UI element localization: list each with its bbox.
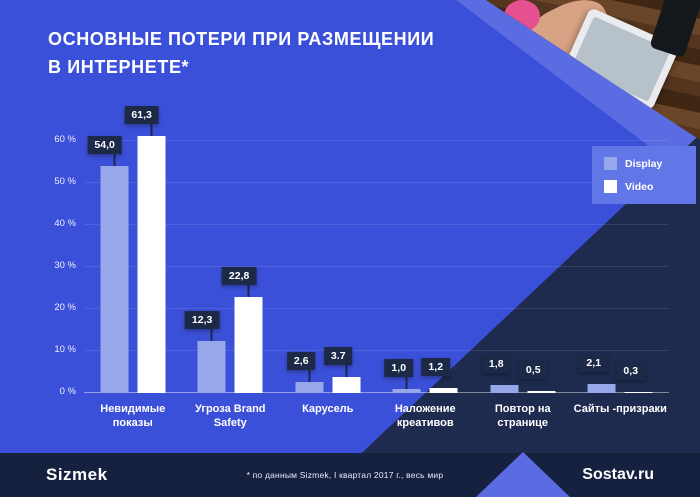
sostav-logo: Sostav.ru	[582, 466, 654, 483]
bar-group: 2,1 0,3 Сайты -призраки	[572, 90, 670, 415]
gridline-10	[84, 350, 669, 351]
source-note: * по данным Sizmek, I квартал 2017 г., в…	[246, 470, 444, 480]
legend-item-display: Display	[604, 157, 684, 170]
legend-label: Video	[625, 180, 654, 193]
bar-groups: 54,0 61,3 Невидимые показы 12,3 22,8 Угроза B…	[84, 90, 670, 429]
title-line-1: ОСНОВНЫЕ ПОТЕРИ ПРИ РАЗМЕЩЕНИИ	[48, 29, 435, 49]
value-flag: 2,1	[579, 354, 609, 373]
bar-video: 0,3	[616, 361, 653, 393]
bar-group: 1,8 0,5 Повтор на странице	[474, 90, 572, 429]
bars: 12,3 22,8	[184, 267, 263, 393]
flag-pole	[247, 285, 250, 298]
category-label: Невидимые показы	[100, 403, 166, 430]
plot-area: 0 % 10 % 20 % 30 % 40 % 50 % 60 % 54,0 61,3 Невид…	[54, 90, 670, 429]
value-flag: 1,0	[384, 358, 414, 377]
bar-group: 1,0 1,2 Наложение креативов	[377, 90, 475, 429]
video-swatch	[604, 180, 617, 193]
bar-video: 61,3	[124, 105, 166, 393]
value-flag: 0,3	[616, 361, 646, 380]
value-flag: 1,8	[481, 355, 511, 374]
bars: 2,1 0,3	[579, 354, 653, 393]
gridline-20	[84, 308, 669, 309]
bars: 54,0 61,3	[87, 105, 166, 393]
bar-group: 2,6 3.7 Карусель	[279, 90, 377, 415]
bar-display: 12,3	[184, 311, 226, 393]
bars: 2,6 3.7	[286, 347, 361, 393]
flag-pole	[308, 370, 311, 383]
gridline-30	[84, 266, 669, 267]
bar-display: 54,0	[87, 136, 129, 393]
bar-group: 12,3 22,8 Угроза Brand Safety	[182, 90, 280, 429]
category-label: Карусель	[302, 403, 354, 415]
title-line-2: В ИНТЕРНЕТЕ*	[48, 56, 190, 77]
bars: 1,0 1,2	[384, 357, 458, 393]
value-flag: 12,3	[184, 311, 220, 330]
bar-display: 2,1	[579, 354, 616, 393]
sizmek-logo: Sizmek	[46, 465, 108, 484]
legend-item-video: Video	[604, 180, 684, 193]
flag-pole	[405, 376, 408, 389]
gridline-40	[84, 224, 669, 225]
gridline-60	[84, 140, 669, 141]
value-flag: 2,6	[286, 352, 316, 371]
flag-pole	[600, 372, 603, 385]
y-axis-tick-label: 20 %	[54, 302, 76, 313]
bar-video: 0,5	[518, 360, 556, 393]
y-axis-tick-label: 30 %	[54, 260, 76, 271]
chart-legend: Display Video	[592, 146, 696, 204]
bar-video: 3.7	[323, 347, 361, 393]
page-title: ОСНОВНЫЕ ПОТЕРИ ПРИ РАЗМЕЩЕНИИ В ИНТЕРНЕ…	[48, 26, 434, 82]
flag-pole	[637, 379, 640, 392]
bars: 1,8 0,5	[481, 355, 556, 393]
value-flag: 54,0	[87, 136, 122, 155]
bar-display: 1,8	[481, 355, 519, 393]
bar-chart: 0 % 10 % 20 % 30 % 40 % 50 % 60 % 54,0 61,3 Невид…	[54, 90, 670, 429]
flag-pole	[442, 375, 445, 388]
value-flag: 61,3	[124, 105, 159, 124]
gridline-0	[84, 392, 669, 393]
bar-group: 54,0 61,3 Невидимые показы	[84, 90, 182, 429]
value-flag: 0,5	[518, 360, 548, 379]
flag-pole	[345, 365, 348, 378]
category-label: Сайты -призраки	[573, 403, 667, 415]
phone-shape	[649, 0, 700, 59]
bar-display: 1,0	[384, 358, 421, 393]
flag-pole	[503, 373, 506, 386]
gridline-50	[84, 182, 669, 183]
flag-pole	[150, 123, 153, 136]
flag-pole	[540, 378, 543, 391]
value-flag: 22,8	[221, 267, 257, 286]
y-axis-tick-label: 0 %	[59, 386, 76, 397]
value-flag: 1,2	[421, 357, 451, 376]
footer-content: Sizmek * по данным Sizmek, I квартал 201…	[0, 453, 700, 497]
y-axis-tick-label: 50 %	[54, 176, 76, 187]
y-axis-tick-label: 10 %	[54, 344, 76, 355]
category-label: Наложение креативов	[394, 403, 456, 430]
display-swatch	[604, 157, 617, 170]
category-label: Повтор на странице	[494, 403, 551, 430]
y-axis-tick-label: 40 %	[54, 218, 76, 229]
bar-display: 2,6	[286, 352, 324, 393]
y-axis-tick-label: 60 %	[54, 134, 76, 145]
flag-pole	[113, 154, 116, 167]
legend-label: Display	[625, 157, 663, 170]
value-flag: 3.7	[323, 347, 353, 366]
footer-bar: Sizmek * по данным Sizmek, I квартал 201…	[0, 453, 700, 497]
bar-video: 22,8	[221, 267, 263, 393]
bar-video: 1,2	[421, 357, 458, 393]
flag-pole	[210, 329, 213, 342]
category-label: Угроза Brand Safety	[194, 403, 266, 430]
